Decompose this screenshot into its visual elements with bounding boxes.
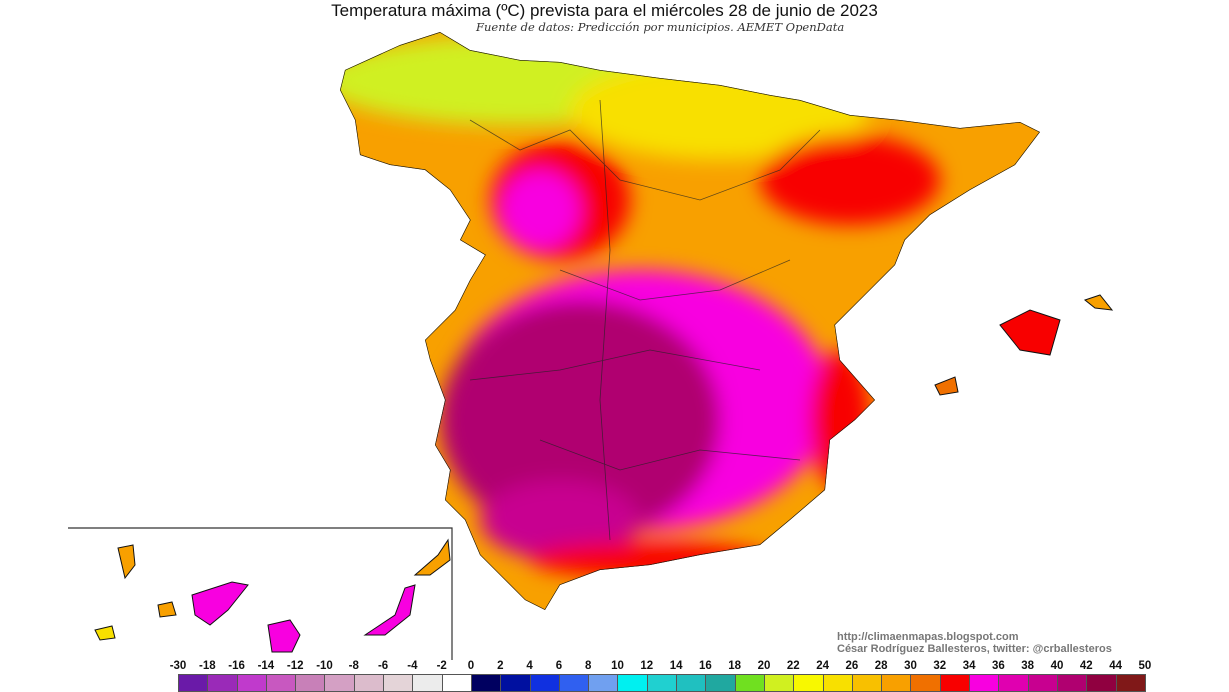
- peninsula: [340, 32, 1040, 610]
- legend-label: 12: [640, 660, 654, 672]
- legend-swatch: [296, 675, 326, 691]
- legend-label: 40: [1050, 660, 1064, 672]
- legend-label: 36: [991, 660, 1005, 672]
- legend-label: 8: [584, 660, 592, 672]
- legend-label: 22: [786, 660, 800, 672]
- inset-frame: [68, 527, 453, 660]
- legend-swatch: [706, 675, 736, 691]
- legend-swatch: [179, 675, 209, 691]
- legend-label: 16: [698, 660, 712, 672]
- legend-label: 38: [1021, 660, 1035, 672]
- legend-swatch: [266, 675, 297, 691]
- legend-label: 20: [757, 660, 771, 672]
- legend-label: 18: [728, 660, 742, 672]
- legend-label: 42: [1079, 660, 1093, 672]
- legend-label: -14: [257, 660, 275, 672]
- legend-label: 24: [816, 660, 829, 672]
- legend-label: 0: [467, 660, 475, 672]
- legend-label: 14: [669, 660, 683, 672]
- legend-swatch: [237, 675, 267, 691]
- legend-label: -16: [228, 660, 245, 672]
- legend-swatch: [1087, 675, 1117, 691]
- legend-swatch: [882, 675, 912, 691]
- canary-islands-inset: [68, 527, 453, 660]
- color-legend: [178, 674, 1146, 692]
- map-subtitle: Fuente de datos: Predicción por municipi…: [476, 20, 845, 34]
- legend-swatch: [1057, 675, 1088, 691]
- legend-swatch: [911, 675, 941, 691]
- legend-label: -8: [348, 660, 359, 672]
- legend-label: 32: [933, 660, 947, 672]
- legend-label: 34: [962, 660, 976, 672]
- legend-label: 26: [845, 660, 859, 672]
- legend-swatch: [442, 675, 472, 691]
- legend-swatch: [677, 675, 707, 691]
- legend-swatch: [764, 675, 795, 691]
- province-borders: [469, 99, 821, 541]
- legend-label: 44: [1109, 660, 1122, 672]
- legend-label: 10: [611, 660, 624, 672]
- legend-label: -6: [377, 660, 389, 672]
- legend-swatch: [384, 675, 414, 691]
- legend-swatch: [794, 675, 824, 691]
- map-title: Temperatura máxima (ºC) prevista para el…: [0, 1, 1229, 21]
- legend-swatch: [1028, 675, 1058, 691]
- legend-label: 30: [904, 660, 917, 672]
- credits: http://climaenmapas.blogspot.com César R…: [837, 631, 1112, 655]
- legend-swatch: [618, 675, 648, 691]
- legend-swatch: [501, 675, 531, 691]
- legend-label: 2: [497, 660, 504, 672]
- credits-author: César Rodríguez Ballesteros, twitter: @c…: [837, 643, 1112, 655]
- legend-swatch: [823, 675, 853, 691]
- legend-swatch: [208, 675, 238, 691]
- credits-url: http://climaenmapas.blogspot.com: [837, 631, 1019, 643]
- legend-label: -18: [198, 660, 216, 672]
- legend-swatch: [413, 675, 443, 691]
- legend-label: -2: [436, 660, 447, 672]
- legend-label: -12: [286, 660, 304, 672]
- legend-label: -10: [316, 660, 333, 672]
- legend-swatch: [735, 675, 765, 691]
- legend-label: -4: [407, 660, 418, 672]
- hot-interior-zone: [440, 300, 720, 540]
- legend-swatch: [325, 675, 355, 691]
- map-title-text: Temperatura máxima (ºC) prevista para el…: [331, 1, 878, 20]
- legend-swatch: [589, 675, 619, 691]
- legend-swatch: [471, 675, 502, 691]
- legend-swatch: [354, 675, 385, 691]
- legend-swatch: [999, 675, 1029, 691]
- legend-swatch: [647, 675, 678, 691]
- legend-swatch: [970, 675, 1000, 691]
- legend-label: -30: [169, 660, 187, 672]
- legend-swatch: [530, 675, 560, 691]
- legend-swatch: [852, 675, 883, 691]
- legend-label: 50: [1138, 660, 1152, 672]
- legend-label: 4: [526, 660, 533, 672]
- legend-label: 28: [874, 660, 888, 672]
- balearic-islands: [934, 294, 1114, 396]
- legend-swatch: [1116, 675, 1145, 691]
- legend-swatch: [940, 675, 971, 691]
- legend-swatch: [559, 675, 590, 691]
- legend-label: 6: [555, 660, 563, 672]
